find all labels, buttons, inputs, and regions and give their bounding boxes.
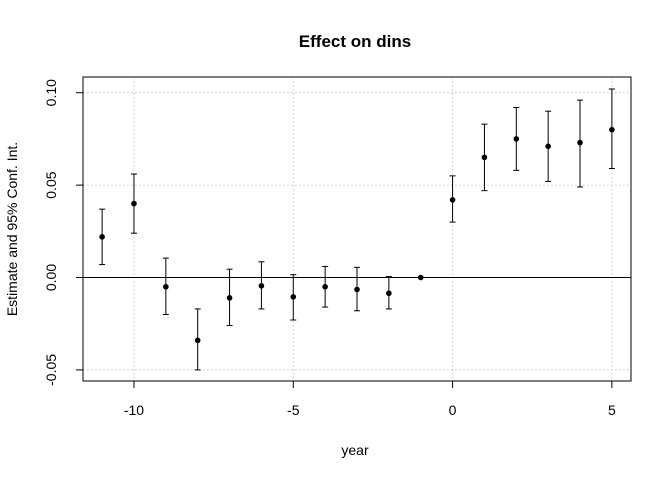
y-axis: -0.05 0.00 0.05 0.10 (43, 79, 84, 386)
point-estimate (354, 286, 360, 293)
x-tick-label: 5 (608, 402, 616, 418)
point-estimate (417, 274, 424, 281)
y-tick-label: 0.05 (43, 171, 59, 198)
point-estimate (609, 126, 615, 133)
x-tick-label: -5 (287, 402, 300, 418)
point-estimate (449, 197, 456, 203)
point-estimate (163, 283, 169, 290)
grid-lines (83, 77, 631, 381)
point-estimate (513, 136, 520, 142)
chart-title: Effect on dins (299, 32, 411, 51)
y-tick-label: 0.00 (43, 264, 59, 291)
point-estimate (577, 139, 583, 146)
point-estimate (290, 294, 297, 300)
data-marks (99, 88, 615, 371)
y-tick-label: -0.05 (43, 354, 59, 386)
y-axis-label: Estimate and 95% Conf. Int. (4, 142, 20, 316)
x-axis-label: year (341, 442, 369, 458)
point-estimate (99, 234, 105, 240)
x-axis: -10 -5 0 5 (124, 380, 616, 418)
x-tick-label: 0 (449, 402, 457, 418)
plot-frame (82, 76, 632, 382)
point-estimate (322, 283, 328, 290)
point-estimate (226, 295, 233, 301)
point-estimate (258, 283, 265, 289)
point-estimate (481, 154, 488, 161)
x-tick-label: -10 (124, 402, 144, 418)
y-tick-label: 0.10 (43, 79, 59, 106)
point-estimate (545, 143, 551, 150)
point-estimate (386, 290, 392, 297)
point-estimate (131, 200, 137, 207)
point-estimate (194, 337, 201, 344)
